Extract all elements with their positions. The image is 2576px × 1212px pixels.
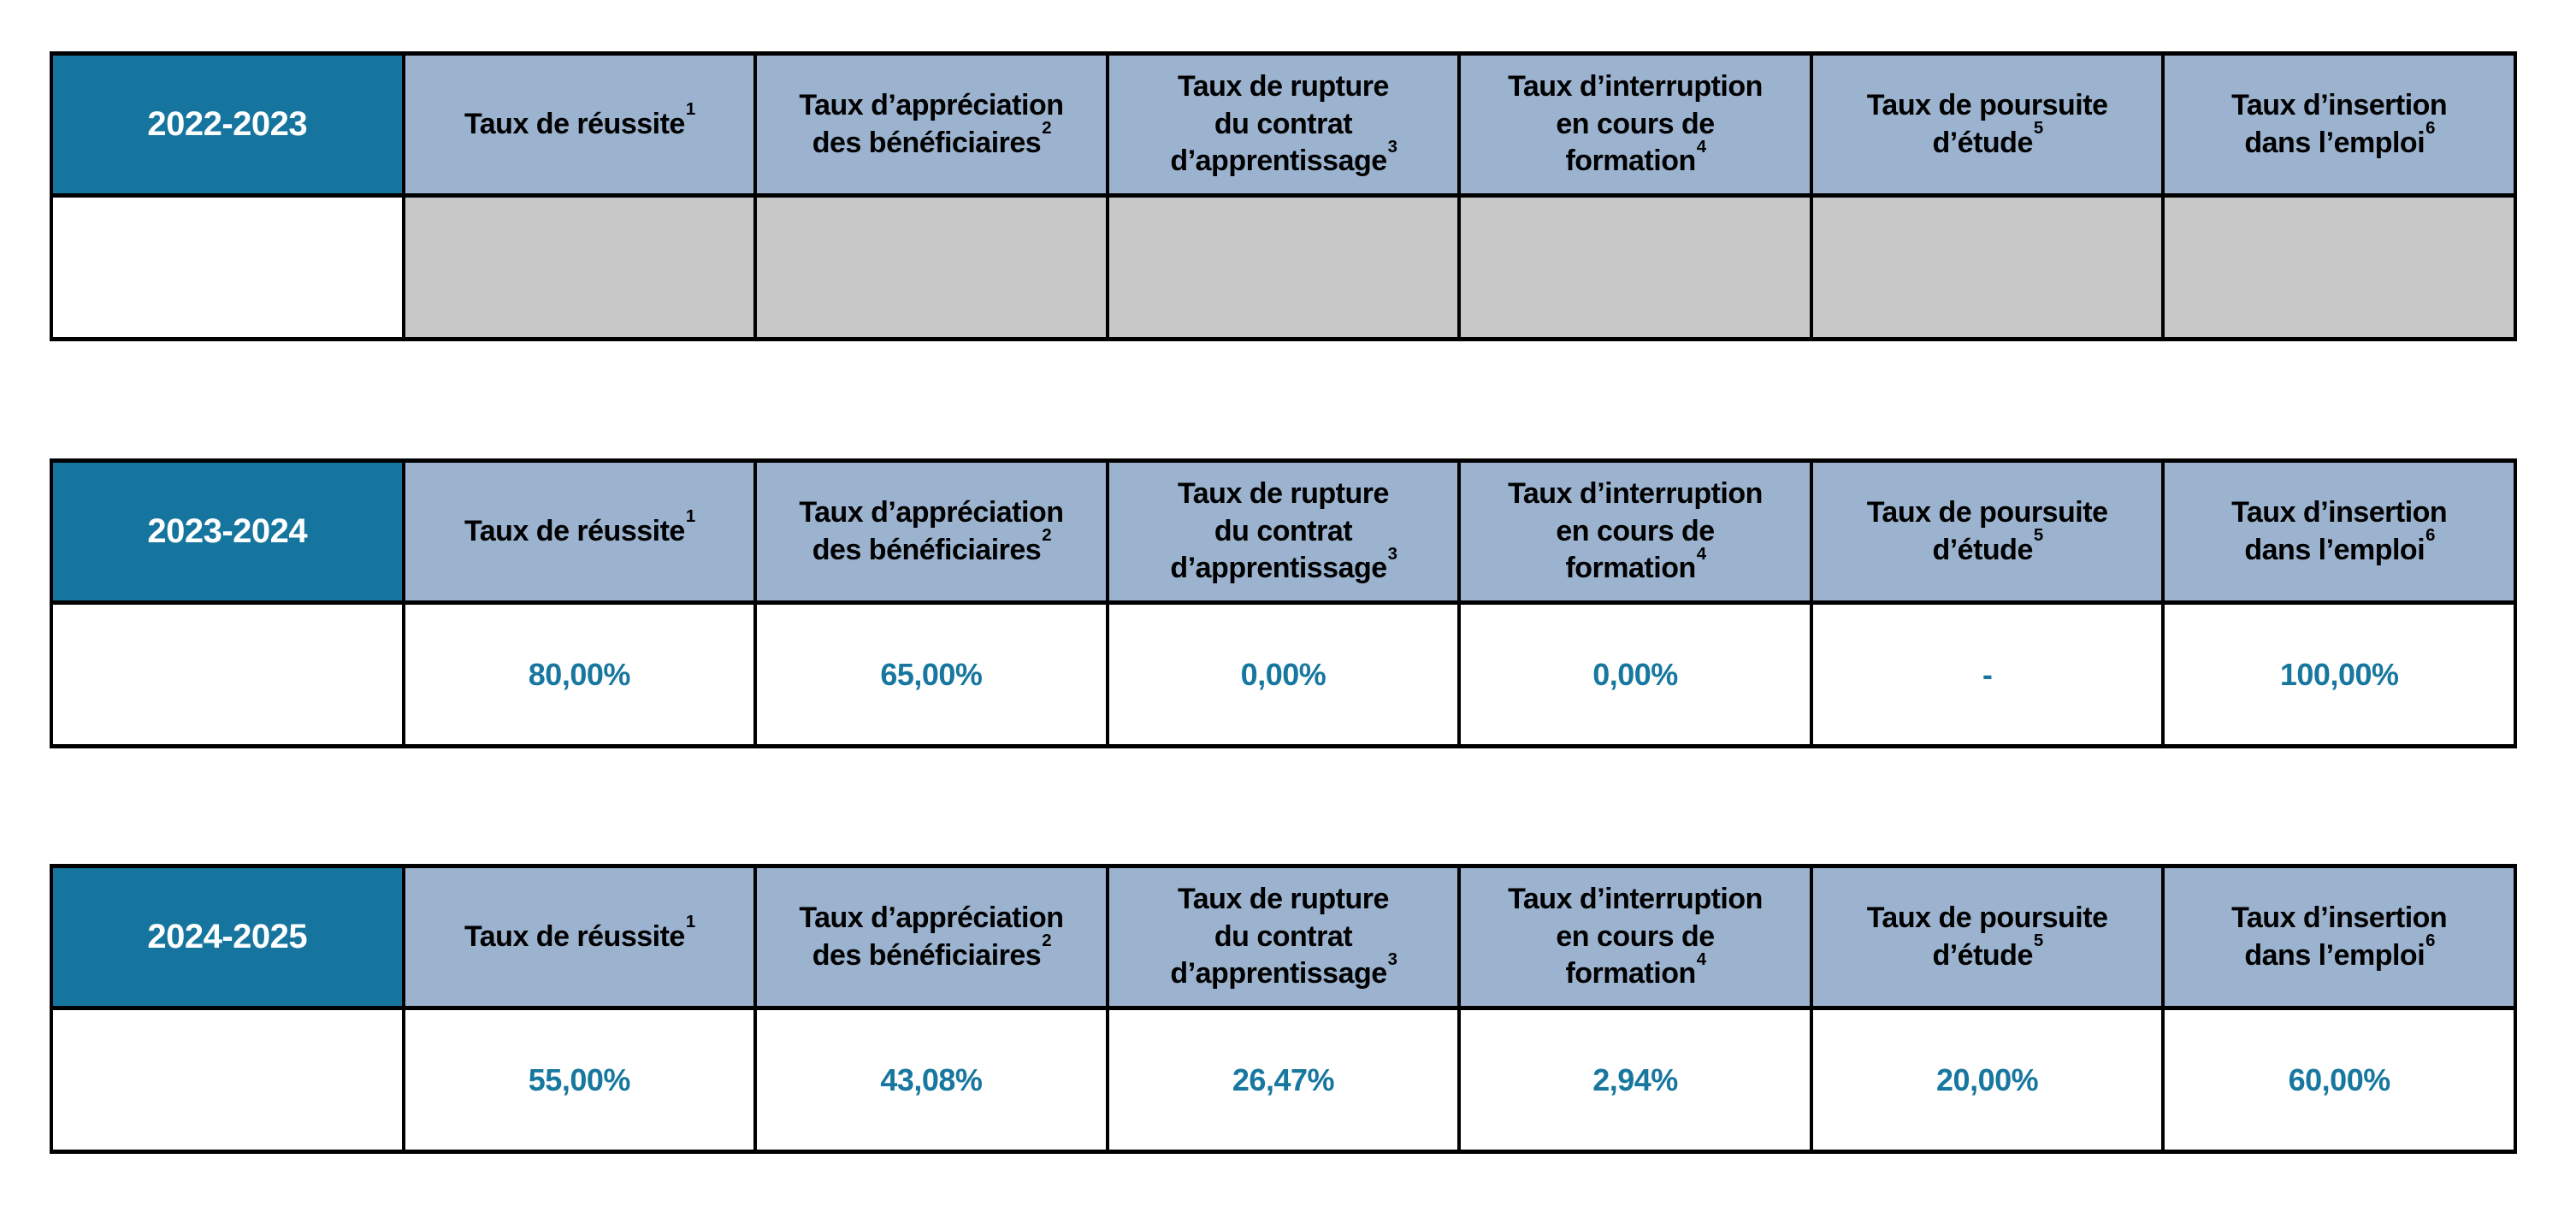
header-row: 2022-2023 Taux de réussite1 Taux d’appré… [50, 51, 2517, 198]
footnote-superscript: 1 [685, 100, 695, 120]
column-header-label: Taux de poursuite d’étude [1866, 901, 2108, 972]
spacer-cell [50, 600, 405, 748]
column-header-taux-reussite: Taux de réussite1 [401, 458, 758, 605]
column-header-label: Taux de poursuite d’étude [1866, 88, 2108, 159]
column-header-taux-insertion: Taux d’insertion dans l’emploi6 [2161, 51, 2517, 198]
column-header-taux-appreciation: Taux d’appréciation des bénéficiaires2 [753, 458, 1109, 605]
footnote-superscript: 4 [1696, 137, 1706, 157]
footnote-superscript: 2 [1042, 931, 1052, 950]
column-header-label: Taux d’insertion dans l’emploi [2231, 88, 2448, 159]
column-header-taux-interruption: Taux d’interruption en cours de formatio… [1457, 458, 1813, 605]
footnote-superscript: 1 [685, 913, 695, 932]
column-header-taux-insertion: Taux d’insertion dans l’emploi6 [2161, 458, 2517, 605]
value-cell: 0,00% [1457, 600, 1813, 748]
column-header-taux-interruption: Taux d’interruption en cours de formatio… [1457, 864, 1813, 1010]
footnote-superscript: 3 [1387, 544, 1397, 564]
kpi-table-2024-2025: 2024-2025 Taux de réussite1 Taux d’appré… [50, 864, 2517, 1154]
footnote-superscript: 6 [2425, 119, 2435, 138]
footnote-superscript: 2 [1042, 119, 1052, 138]
column-header-label: Taux d’interruption en cours de formatio… [1508, 883, 1763, 990]
column-header-taux-interruption: Taux d’interruption en cours de formatio… [1457, 51, 1813, 198]
value-cell: 0,00% [1105, 600, 1462, 748]
year-cell: 2022-2023 [50, 51, 405, 198]
footnote-superscript: 6 [2425, 931, 2435, 950]
footnote-superscript: 2 [1042, 526, 1052, 545]
value-cell: 100,00% [2161, 600, 2517, 748]
value-cell: 26,47% [1105, 1006, 1462, 1154]
column-header-taux-poursuite: Taux de poursuite d’étude5 [1809, 864, 2165, 1010]
data-row: 55,00% 43,08% 26,47% 2,94% 20,00% 60,00% [50, 1006, 2517, 1154]
column-header-label: Taux de rupture du contrat d’apprentissa… [1170, 883, 1389, 990]
column-header-label: Taux d’appréciation des bénéficiaires [799, 88, 1064, 159]
value-cell: 20,00% [1809, 1006, 2165, 1154]
column-header-label: Taux de poursuite d’étude [1866, 495, 2108, 566]
column-header-taux-insertion: Taux d’insertion dans l’emploi6 [2161, 864, 2517, 1010]
footnote-superscript: 3 [1387, 949, 1397, 969]
column-header-label: Taux de rupture du contrat d’apprentissa… [1170, 477, 1389, 585]
data-row [50, 193, 2517, 341]
header-row: 2023-2024 Taux de réussite1 Taux d’appré… [50, 458, 2517, 605]
column-header-taux-poursuite: Taux de poursuite d’étude5 [1809, 51, 2165, 198]
value-cell: 65,00% [753, 600, 1109, 748]
column-header-taux-rupture: Taux de rupture du contrat d’apprentissa… [1105, 458, 1462, 605]
spacer-cell [50, 1006, 405, 1154]
column-header-label: Taux d’appréciation des bénéficiaires [799, 901, 1064, 972]
year-cell: 2023-2024 [50, 458, 405, 605]
kpi-table-2023-2024: 2023-2024 Taux de réussite1 Taux d’appré… [50, 458, 2517, 748]
column-header-taux-reussite: Taux de réussite1 [401, 864, 758, 1010]
column-header-taux-rupture: Taux de rupture du contrat d’apprentissa… [1105, 864, 1462, 1010]
column-header-label: Taux de rupture du contrat d’apprentissa… [1170, 70, 1389, 178]
value-cell [1105, 193, 1462, 341]
value-cell: 43,08% [753, 1006, 1109, 1154]
year-cell: 2024-2025 [50, 864, 405, 1010]
footnote-superscript: 4 [1696, 949, 1706, 969]
footnote-superscript: 6 [2425, 526, 2435, 545]
column-header-label: Taux de réussite [464, 107, 685, 140]
header-row: 2024-2025 Taux de réussite1 Taux d’appré… [50, 864, 2517, 1010]
footnote-superscript: 1 [685, 507, 695, 527]
value-cell: 60,00% [2161, 1006, 2517, 1154]
value-cell: 80,00% [401, 600, 758, 748]
column-header-label: Taux de réussite [464, 514, 685, 547]
value-cell [1809, 193, 2165, 341]
kpi-table-2022-2023: 2022-2023 Taux de réussite1 Taux d’appré… [50, 51, 2517, 341]
footnote-superscript: 4 [1696, 544, 1706, 564]
spacer-cell [50, 193, 405, 341]
value-cell [2161, 193, 2517, 341]
column-header-label: Taux d’interruption en cours de formatio… [1508, 477, 1763, 585]
column-header-taux-poursuite: Taux de poursuite d’étude5 [1809, 458, 2165, 605]
value-cell [401, 193, 758, 341]
footnote-superscript: 3 [1387, 137, 1397, 157]
column-header-taux-appreciation: Taux d’appréciation des bénéficiaires2 [753, 51, 1109, 198]
footnote-superscript: 5 [2033, 526, 2043, 545]
column-header-taux-rupture: Taux de rupture du contrat d’apprentissa… [1105, 51, 1462, 198]
value-cell [753, 193, 1109, 341]
column-header-taux-appreciation: Taux d’appréciation des bénéficiaires2 [753, 864, 1109, 1010]
value-cell: - [1809, 600, 2165, 748]
data-row: 80,00% 65,00% 0,00% 0,00% - 100,00% [50, 600, 2517, 748]
column-header-taux-reussite: Taux de réussite1 [401, 51, 758, 198]
footnote-superscript: 5 [2033, 931, 2043, 950]
footnote-superscript: 5 [2033, 119, 2043, 138]
value-cell: 2,94% [1457, 1006, 1813, 1154]
value-cell: 55,00% [401, 1006, 758, 1154]
column-header-label: Taux d’insertion dans l’emploi [2231, 495, 2448, 566]
value-cell [1457, 193, 1813, 341]
column-header-label: Taux d’appréciation des bénéficiaires [799, 495, 1064, 566]
column-header-label: Taux d’interruption en cours de formatio… [1508, 70, 1763, 178]
column-header-label: Taux de réussite [464, 919, 685, 953]
column-header-label: Taux d’insertion dans l’emploi [2231, 901, 2448, 972]
